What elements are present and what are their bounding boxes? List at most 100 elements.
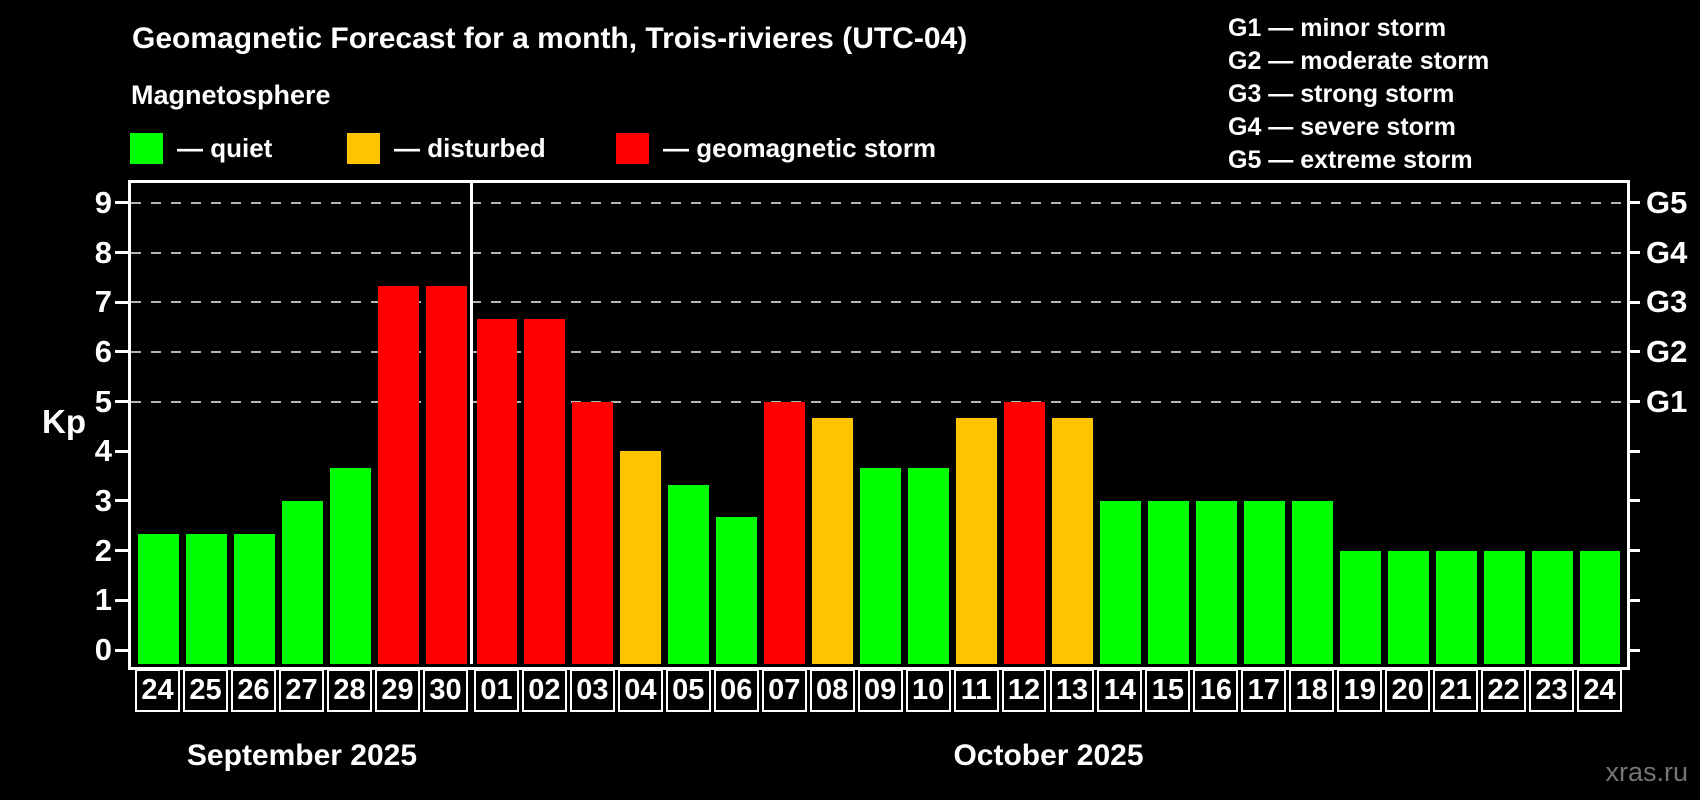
y-tick-label: 9: [94, 184, 112, 220]
y-tick-label: 1: [94, 582, 112, 618]
kp-bar: [233, 534, 275, 664]
y-axis-tick-left: [115, 300, 128, 304]
kp-bar: [1291, 500, 1333, 664]
plot-area: [128, 180, 1630, 670]
y-axis-tick-left: [115, 201, 128, 205]
g-legend-line-g4: G4 — severe storm: [1228, 113, 1456, 141]
y-axis-tick-left: [115, 400, 128, 404]
kp-bar: [1339, 550, 1381, 664]
kp-bar: [137, 534, 179, 664]
kp-bar: [1579, 550, 1621, 664]
g-scale-label-g1: G1: [1646, 383, 1688, 419]
date-label: 14: [1097, 669, 1143, 712]
date-label: 03: [569, 669, 615, 712]
date-label: 04: [617, 669, 663, 712]
watermark: xras.ru: [1605, 757, 1688, 787]
y-axis-tick-right: [1627, 251, 1640, 255]
g-scale-label-g4: G4: [1646, 234, 1688, 270]
date-label: 16: [1193, 669, 1239, 712]
y-axis-tick-right: [1627, 201, 1640, 205]
y-axis-tick-left: [115, 648, 128, 652]
y-tick-label: 7: [94, 284, 112, 320]
date-label: 19: [1337, 669, 1383, 712]
y-axis-tick-right: [1627, 350, 1640, 354]
kp-bar: [185, 534, 227, 664]
date-label: 11: [953, 669, 999, 712]
disturbed-color-swatch: [347, 132, 380, 164]
storm-color-swatch: [616, 132, 649, 164]
y-axis-tick-right: [1627, 648, 1640, 652]
g-legend-line-g2: G2 — moderate storm: [1228, 47, 1490, 75]
y-axis-tick-right: [1627, 449, 1640, 453]
date-label: 25: [183, 669, 228, 712]
legend-item-storm: — geomagnetic storm: [616, 132, 936, 164]
date-label: 05: [665, 669, 711, 712]
y-axis-tick-right: [1627, 549, 1640, 553]
g-legend-line-g1: G1 — minor storm: [1228, 14, 1447, 42]
month-label: October 2025: [953, 739, 1144, 772]
date-label: 10: [905, 669, 951, 712]
kp-bar: [668, 484, 710, 664]
gridline-g5: [131, 201, 1624, 204]
date-label: 01: [474, 669, 519, 712]
y-tick-label: 4: [94, 433, 112, 469]
legend-item-disturbed: — disturbed: [347, 132, 546, 164]
kp-bar: [956, 418, 998, 664]
kp-bar: [1147, 500, 1189, 664]
y-axis-tick-right: [1627, 400, 1640, 404]
y-tick-label: 6: [94, 333, 112, 369]
date-label: 24: [135, 669, 180, 712]
y-axis-tick-left: [115, 499, 128, 503]
kp-bar: [329, 467, 371, 664]
g-scale-label-g2: G2: [1646, 333, 1688, 369]
kp-bar: [1004, 401, 1045, 664]
date-label: 15: [1145, 669, 1191, 712]
chart-title: Geomagnetic Forecast for a month, Trois-…: [132, 22, 968, 55]
kp-bar: [1099, 500, 1141, 664]
g-scale-legend: G1 — minor storm G2 — moderate storm G3 …: [1228, 12, 1489, 177]
gridline-g2: [131, 350, 1624, 353]
y-axis-tick-left: [115, 251, 128, 255]
date-label: 28: [327, 669, 372, 712]
date-label: 07: [761, 669, 807, 712]
kp-bar: [281, 500, 323, 664]
kp-bar: [1195, 500, 1237, 664]
y-tick-label: 0: [94, 632, 112, 667]
kp-bar: [620, 451, 662, 664]
date-label: 22: [1481, 669, 1527, 712]
date-label: 08: [809, 669, 855, 712]
month-separator-line: [470, 183, 473, 664]
legend-label-disturbed: — disturbed: [394, 132, 546, 163]
magnetosphere-label: Magnetosphere: [131, 80, 331, 110]
date-label: 30: [423, 669, 468, 712]
kp-bar: [1387, 550, 1429, 664]
kp-bar: [1052, 418, 1093, 664]
date-label: 20: [1385, 669, 1431, 712]
y-tick-label: 2: [94, 532, 112, 568]
kp-bar: [812, 418, 854, 664]
y-axis-tick-left: [115, 598, 128, 602]
g-scale-label-g3: G3: [1646, 284, 1688, 320]
g-legend-line-g5: G5 — extreme storm: [1228, 146, 1473, 174]
y-axis-tick-left: [115, 549, 128, 553]
date-label: 17: [1241, 669, 1287, 712]
y-axis-tick-right: [1627, 300, 1640, 304]
date-label: 02: [521, 669, 567, 712]
date-label: 06: [713, 669, 759, 712]
date-label: 12: [1001, 669, 1047, 712]
kp-bar: [572, 401, 614, 664]
kp-bar: [425, 285, 467, 664]
kp-bar: [476, 318, 518, 664]
kp-bar: [860, 467, 902, 664]
kp-bar: [716, 517, 758, 664]
date-label: 21: [1433, 669, 1479, 712]
month-label: September 2025: [186, 739, 418, 772]
date-label: 18: [1289, 669, 1335, 712]
y-axis-tick-left: [115, 449, 128, 453]
gridline-g4: [131, 251, 1624, 254]
y-axis-tick-right: [1627, 598, 1640, 602]
g-scale-label-g5: G5: [1646, 184, 1688, 220]
date-label: 26: [231, 669, 276, 712]
y-tick-label: 3: [94, 482, 112, 518]
